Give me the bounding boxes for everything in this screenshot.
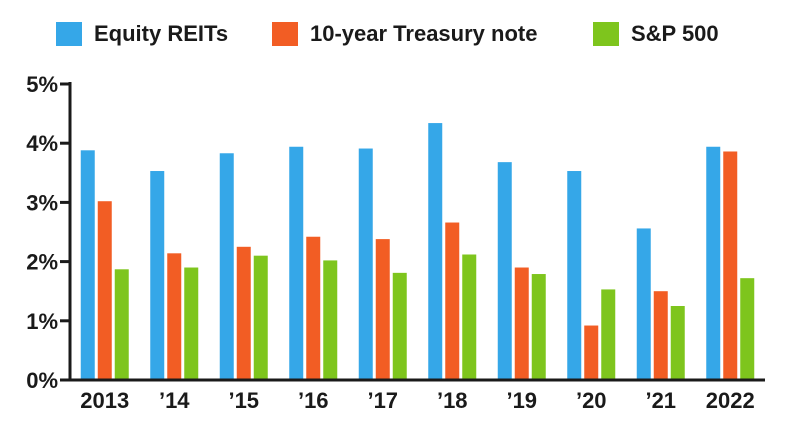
- bar-treasury-0: [97, 201, 112, 380]
- bar-equity-reits-9: [706, 146, 721, 380]
- y-tick-label: 5%: [26, 72, 58, 97]
- bar-treasury-9: [723, 151, 738, 380]
- bar-equity-reits-8: [636, 228, 651, 380]
- bar-treasury-8: [653, 291, 668, 380]
- bar-equity-reits-3: [289, 146, 304, 380]
- bar-equity-reits-7: [567, 171, 582, 380]
- y-tick-label: 2%: [26, 250, 58, 275]
- legend-item-equity-reits: Equity REITs: [56, 14, 228, 54]
- bar-sp500-2: [253, 255, 268, 380]
- bar-treasury-6: [514, 267, 529, 380]
- bar-treasury-7: [584, 325, 599, 380]
- legend-item-treasury: 10-year Treasury note: [272, 14, 537, 54]
- bar-sp500-0: [114, 269, 129, 380]
- legend-swatch-sp500: [593, 22, 619, 46]
- y-tick-label: 1%: [26, 309, 58, 334]
- legend-swatch-treasury: [272, 22, 298, 46]
- bar-sp500-4: [392, 272, 407, 380]
- bar-sp500-9: [740, 278, 755, 380]
- y-tick-label: 4%: [26, 131, 58, 156]
- bar-equity-reits-2: [219, 153, 234, 380]
- x-axis: 2013 ’14 ’15 ’16 ’17 ’18 ’19 ’20 ’21 2022: [70, 378, 765, 413]
- x-tick-label: ’14: [159, 388, 190, 413]
- bar-treasury-2: [236, 246, 251, 380]
- bar-sp500-1: [184, 267, 199, 380]
- bar-equity-reits-1: [150, 171, 165, 380]
- legend-label-treasury: 10-year Treasury note: [310, 21, 538, 46]
- y-tick-label: 0%: [26, 368, 58, 393]
- bar-treasury-5: [445, 222, 460, 380]
- x-tick-label: ’21: [645, 388, 676, 413]
- x-tick-label: 2013: [80, 388, 129, 413]
- legend-item-sp500: S&P 500: [593, 14, 719, 54]
- bar-treasury-3: [306, 236, 321, 380]
- bar-equity-reits-5: [428, 123, 443, 381]
- x-tick-label: 2022: [706, 388, 755, 413]
- legend-label-sp500: S&P 500: [631, 21, 719, 46]
- bar-sp500-3: [323, 260, 338, 380]
- bar-treasury-4: [375, 239, 390, 380]
- bar-sp500-6: [531, 274, 546, 380]
- legend: Equity REITs 10-year Treasury note S&P 5…: [0, 14, 800, 54]
- x-tick-label: ’20: [576, 388, 607, 413]
- bar-equity-reits-6: [497, 162, 512, 380]
- bars: [80, 123, 755, 381]
- bar-sp500-5: [462, 254, 477, 380]
- x-tick-label: ’19: [506, 388, 537, 413]
- legend-swatch-equity-reits: [56, 22, 82, 46]
- y-tick-label: 3%: [26, 190, 58, 215]
- x-tick-label: ’18: [437, 388, 468, 413]
- y-axis: 0% 1% 2% 3% 4% 5%: [26, 72, 72, 393]
- x-tick-label: ’17: [367, 388, 398, 413]
- bar-sp500-8: [670, 306, 685, 380]
- bar-equity-reits-4: [358, 148, 373, 380]
- legend-label-equity-reits: Equity REITs: [94, 21, 229, 46]
- x-tick-label: ’15: [228, 388, 259, 413]
- bar-sp500-7: [601, 289, 616, 380]
- bar-equity-reits-0: [80, 150, 95, 380]
- bar-treasury-1: [167, 253, 182, 380]
- x-tick-label: ’16: [298, 388, 329, 413]
